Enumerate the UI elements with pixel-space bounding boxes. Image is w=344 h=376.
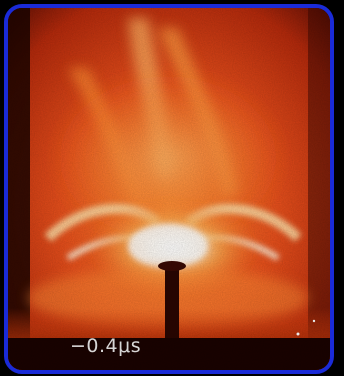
timestamp-label: −0.4μs — [70, 335, 142, 357]
image-frame: −0.4μs — [4, 4, 334, 374]
plasma-photo — [8, 8, 330, 370]
